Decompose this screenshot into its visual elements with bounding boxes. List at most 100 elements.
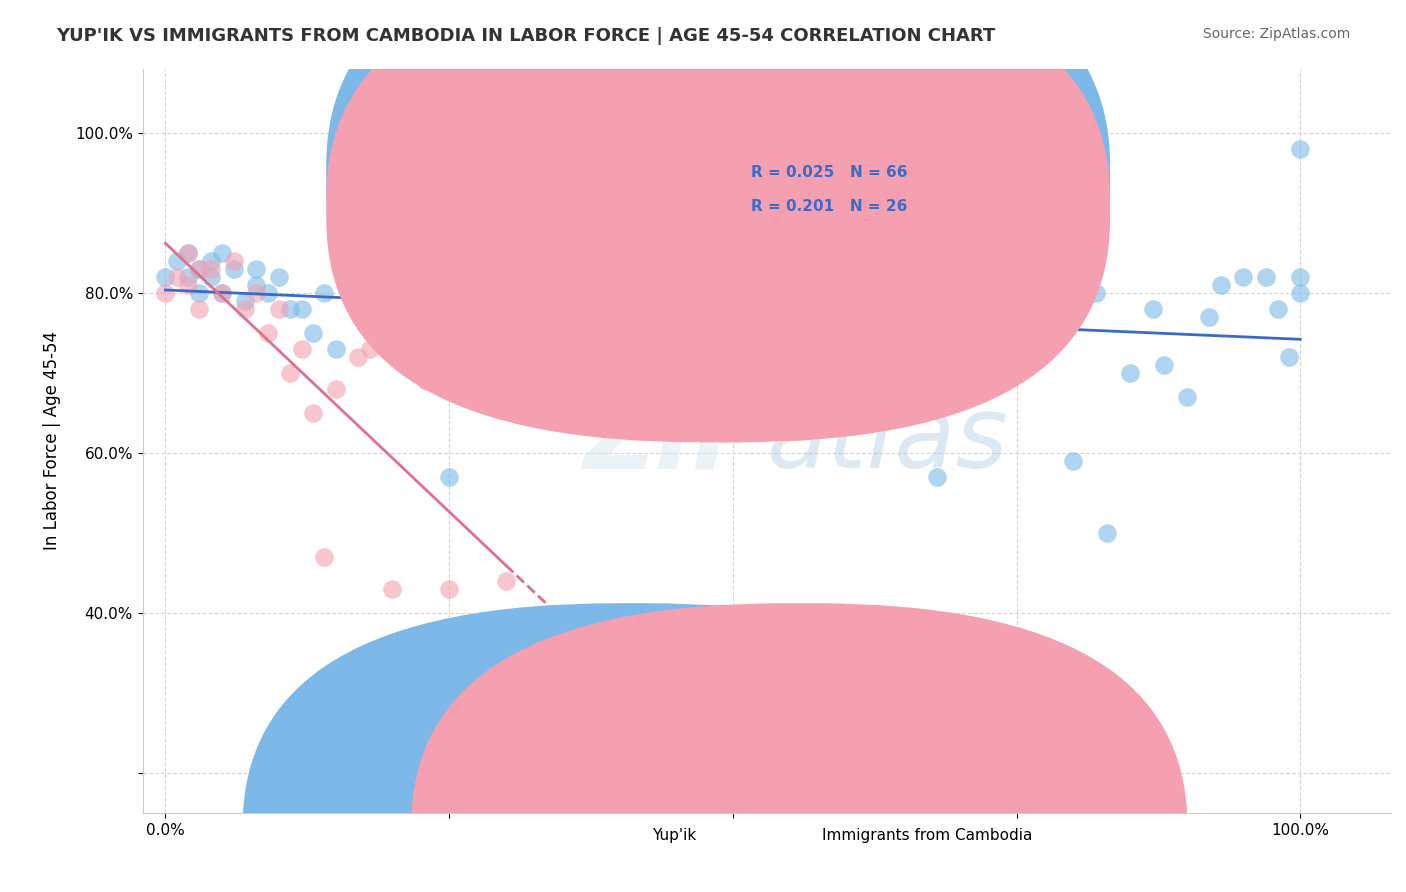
Point xyxy=(200,261,222,276)
Point xyxy=(631,269,654,284)
Point xyxy=(1289,285,1312,300)
Point xyxy=(437,582,460,596)
Point xyxy=(1084,285,1107,300)
Point xyxy=(302,406,325,420)
Point xyxy=(381,277,404,292)
Text: Source: ZipAtlas.com: Source: ZipAtlas.com xyxy=(1202,27,1350,41)
FancyBboxPatch shape xyxy=(326,0,1111,442)
Point xyxy=(404,301,426,316)
Text: atlas: atlas xyxy=(766,392,1008,490)
Point xyxy=(267,301,290,316)
Point xyxy=(177,277,200,292)
Text: R = 0.201   N = 26: R = 0.201 N = 26 xyxy=(751,199,907,214)
Point xyxy=(211,285,233,300)
FancyBboxPatch shape xyxy=(243,603,1019,892)
Point xyxy=(291,342,314,356)
Point xyxy=(233,293,256,308)
Point xyxy=(972,310,994,324)
Point xyxy=(1062,454,1084,468)
Point xyxy=(381,582,404,596)
Point xyxy=(983,350,1005,364)
Point xyxy=(404,301,426,316)
Text: Yup'ik: Yup'ik xyxy=(652,828,696,843)
FancyBboxPatch shape xyxy=(326,0,1111,409)
Point xyxy=(949,342,972,356)
Text: YUP'IK VS IMMIGRANTS FROM CAMBODIA IN LABOR FORCE | AGE 45-54 CORRELATION CHART: YUP'IK VS IMMIGRANTS FROM CAMBODIA IN LA… xyxy=(56,27,995,45)
Point xyxy=(1175,390,1198,404)
Point xyxy=(314,285,336,300)
Point xyxy=(437,470,460,484)
Point xyxy=(1119,366,1142,380)
Point xyxy=(495,285,517,300)
Point xyxy=(858,350,880,364)
Point xyxy=(359,285,381,300)
Point xyxy=(188,261,211,276)
Point xyxy=(222,261,245,276)
Point xyxy=(415,374,437,388)
Point xyxy=(325,382,347,396)
FancyBboxPatch shape xyxy=(673,151,1011,240)
Point xyxy=(551,293,574,308)
Point xyxy=(607,261,630,276)
Point xyxy=(245,277,267,292)
Point xyxy=(1142,301,1164,316)
Point xyxy=(359,342,381,356)
Point xyxy=(1289,269,1312,284)
Point xyxy=(155,285,177,300)
Point xyxy=(1039,285,1062,300)
Point xyxy=(1198,310,1220,324)
Point xyxy=(347,269,370,284)
Point xyxy=(925,470,948,484)
Point xyxy=(1153,358,1175,372)
Point xyxy=(665,285,688,300)
Point xyxy=(347,350,370,364)
Point xyxy=(302,326,325,340)
Point xyxy=(325,342,347,356)
Point xyxy=(314,549,336,564)
Point xyxy=(1289,142,1312,156)
Point xyxy=(155,269,177,284)
Point xyxy=(495,574,517,588)
Point xyxy=(1267,301,1289,316)
Point xyxy=(200,253,222,268)
Point xyxy=(256,285,278,300)
Point xyxy=(755,293,778,308)
Point xyxy=(461,630,484,644)
Point xyxy=(166,269,188,284)
Text: ZIP: ZIP xyxy=(583,392,766,490)
Text: Immigrants from Cambodia: Immigrants from Cambodia xyxy=(821,828,1032,843)
Point xyxy=(200,269,222,284)
Point xyxy=(291,301,314,316)
Point xyxy=(166,253,188,268)
Point xyxy=(245,261,267,276)
Point xyxy=(177,269,200,284)
Point xyxy=(1097,525,1119,540)
Point xyxy=(721,285,744,300)
Point xyxy=(233,301,256,316)
Point xyxy=(267,269,290,284)
Point xyxy=(585,277,607,292)
Point xyxy=(256,326,278,340)
Point xyxy=(1005,334,1028,348)
Point xyxy=(744,382,766,396)
Point xyxy=(177,245,200,260)
Point xyxy=(188,261,211,276)
Point xyxy=(813,285,835,300)
Point xyxy=(222,253,245,268)
FancyBboxPatch shape xyxy=(411,603,1188,892)
Point xyxy=(1209,277,1232,292)
Point xyxy=(211,245,233,260)
Point xyxy=(177,245,200,260)
Point xyxy=(699,285,721,300)
Text: R = 0.025   N = 66: R = 0.025 N = 66 xyxy=(751,165,907,180)
Point xyxy=(245,285,267,300)
Point xyxy=(415,310,437,324)
Point xyxy=(1278,350,1301,364)
Point xyxy=(1256,269,1278,284)
Point xyxy=(517,269,540,284)
Point xyxy=(211,285,233,300)
Point xyxy=(472,301,495,316)
Point xyxy=(891,310,914,324)
Point xyxy=(278,301,301,316)
Point xyxy=(1232,269,1254,284)
